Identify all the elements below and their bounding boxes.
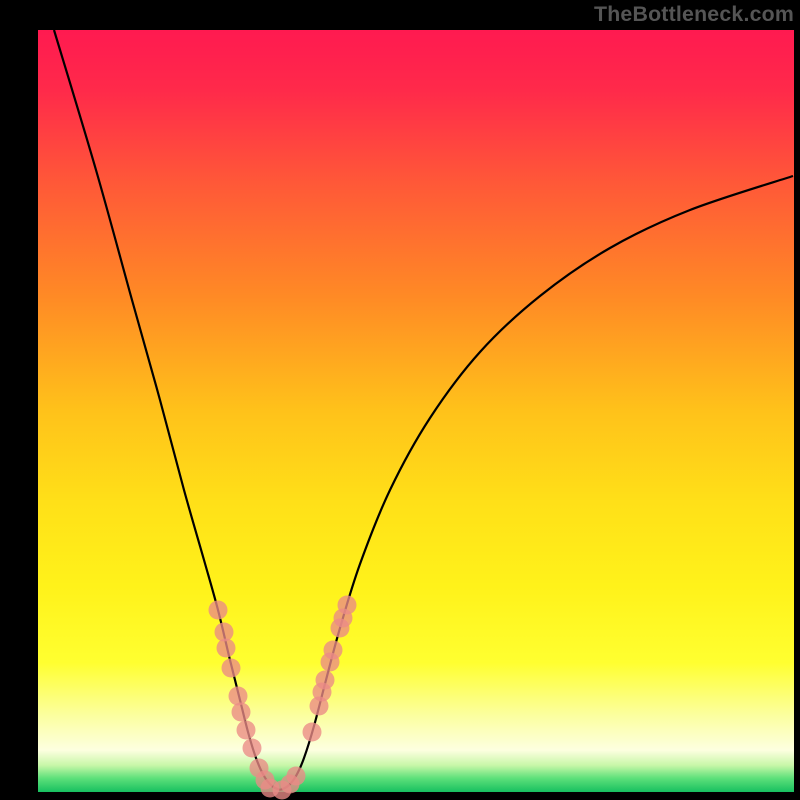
plot-gradient-area [38,30,794,792]
watermark-text: TheBottleneck.com [594,2,794,27]
root-container: TheBottleneck.com [0,0,800,800]
